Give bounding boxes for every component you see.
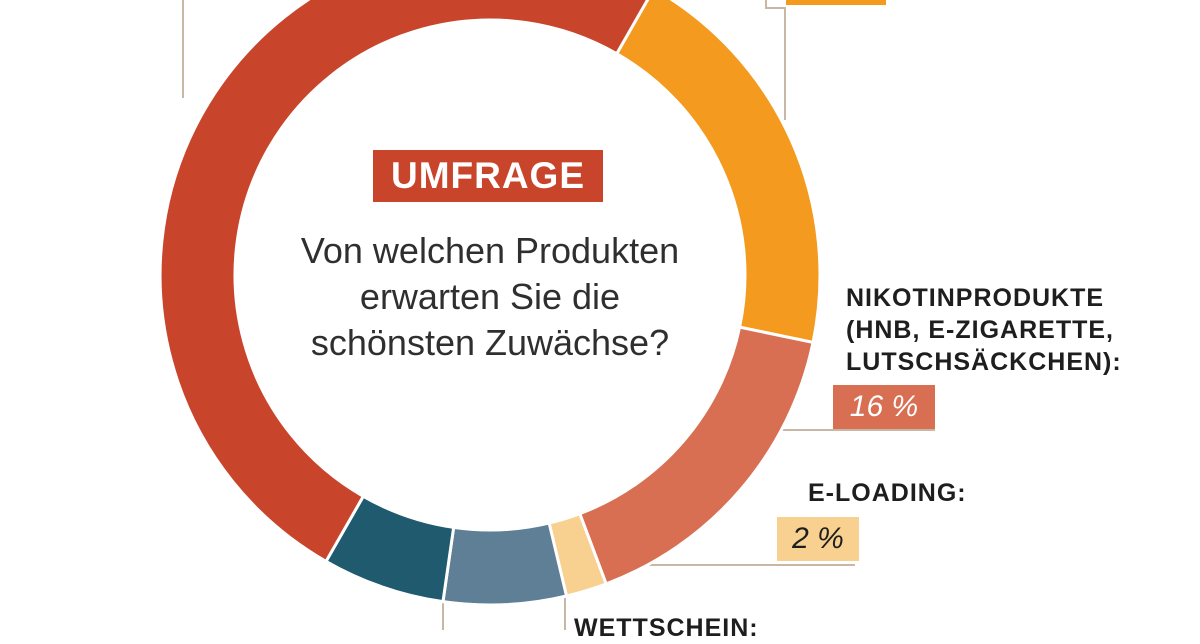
donut-slices (158, 0, 822, 607)
label-e-loading: E-LOADING: (808, 477, 967, 509)
donut-slice-5 (158, 0, 650, 564)
value-e-loading: 2 % (777, 517, 859, 561)
survey-question: Von welchen Produkten erwarten Sie die s… (260, 228, 720, 366)
leader-line-1 (765, 0, 786, 120)
donut-slice-3 (441, 521, 569, 607)
survey-badge: UMFRAGE (390, 155, 586, 196)
question-line-1: Von welchen Produkten (300, 230, 680, 271)
label-nikotin-line-1: NIKOTINPRODUKTE (846, 284, 1105, 312)
label-e-loading-line-1: E-LOADING: (808, 479, 967, 507)
label-wettschein: WETTSCHEIN: (574, 612, 759, 644)
leader-lines (182, 0, 935, 630)
label-nikotinprodukte: NIKOTINPRODUKTE (HNB, E-ZIGARETTE, LUTSC… (846, 282, 1122, 378)
donut-chart (158, 0, 935, 630)
badge-background (373, 150, 603, 202)
label-wettschein-line-1: WETTSCHEIN: (574, 614, 759, 642)
question-line-3: schönsten Zuwächse? (310, 322, 670, 363)
value-nikotinprodukte: 16 % (833, 385, 935, 429)
label-nikotin-line-2: (HNB, E-ZIGARETTE, (846, 316, 1114, 344)
question-line-2: erwarten Sie die (359, 276, 621, 317)
top-orange-tab (786, 0, 886, 5)
label-nikotin-line-3: LUTSCHSÄCKCHEN): (846, 348, 1122, 376)
